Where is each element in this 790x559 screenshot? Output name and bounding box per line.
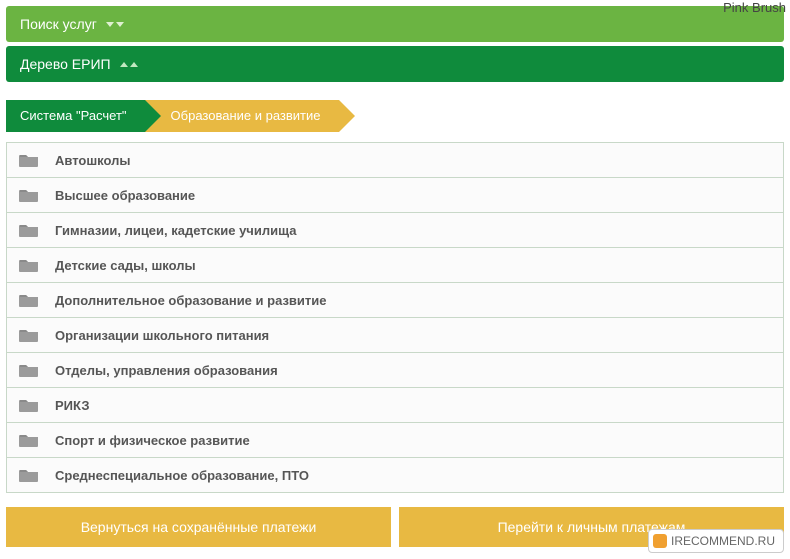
category-item-label: Среднеспециальное образование, ПТО [55,468,309,483]
folder-icon [19,433,39,447]
breadcrumb-root[interactable]: Система "Расчет" [6,100,145,132]
category-item[interactable]: Спорт и физическое развитие [7,423,783,458]
category-item[interactable]: Детские сады, школы [7,248,783,283]
category-item[interactable]: Гимназии, лицеи, кадетские училища [7,213,783,248]
category-item-label: Детские сады, школы [55,258,196,273]
category-item[interactable]: РИКЗ [7,388,783,423]
folder-icon [19,153,39,167]
chevron-down-icon [105,18,125,30]
category-list: Автошколы Высшее образование Гимназии, лиц… [6,142,784,493]
watermark-bottom: IRECOMMEND.RU [648,529,784,553]
category-item-label: Автошколы [55,153,131,168]
erip-tree-label: Дерево ЕРИП [20,56,111,72]
breadcrumb-current-label: Образование и развитие [171,108,321,123]
folder-icon [19,468,39,482]
breadcrumb-current[interactable]: Образование и развитие [145,100,339,132]
breadcrumb: Система "Расчет" Образование и развитие [6,100,784,132]
back-to-saved-label: Вернуться на сохранённые платежи [81,519,317,535]
category-item[interactable]: Высшее образование [7,178,783,213]
category-item[interactable]: Отделы, управления образования [7,353,783,388]
category-item[interactable]: Автошколы [7,143,783,178]
category-item-label: РИКЗ [55,398,90,413]
category-item[interactable]: Среднеспециальное образование, ПТО [7,458,783,493]
main-container: Поиск услуг Дерево ЕРИП Система "Расчет"… [0,0,790,553]
category-item-label: Дополнительное образование и развитие [55,293,327,308]
back-to-saved-button[interactable]: Вернуться на сохранённые платежи [6,507,391,547]
search-services-label: Поиск услуг [20,16,97,32]
category-item-label: Высшее образование [55,188,195,203]
erip-tree-header[interactable]: Дерево ЕРИП [6,46,784,82]
chevron-up-icon [119,58,139,70]
folder-icon [19,293,39,307]
folder-icon [19,398,39,412]
category-item-label: Спорт и физическое развитие [55,433,250,448]
breadcrumb-root-label: Система "Расчет" [20,108,127,123]
category-item[interactable]: Дополнительное образование и развитие [7,283,783,318]
category-item-label: Гимназии, лицеи, кадетские училища [55,223,296,238]
folder-icon [19,363,39,377]
folder-icon [19,223,39,237]
folder-icon [19,258,39,272]
search-services-header[interactable]: Поиск услуг [6,6,784,42]
watermark-top: Pink Brush [723,0,786,15]
folder-icon [19,188,39,202]
category-item[interactable]: Организации школьного питания [7,318,783,353]
category-item-label: Отделы, управления образования [55,363,278,378]
folder-icon [19,328,39,342]
category-item-label: Организации школьного питания [55,328,269,343]
